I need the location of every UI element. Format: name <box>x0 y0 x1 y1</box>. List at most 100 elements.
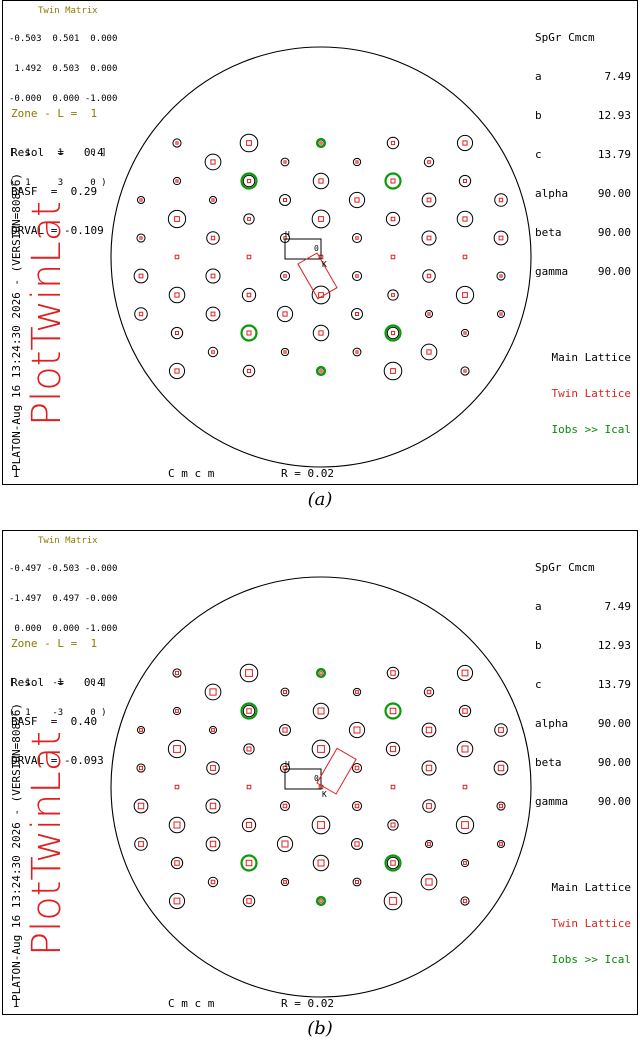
cell-a-label: a <box>535 600 542 613</box>
main-lattice-reflection <box>311 209 331 229</box>
main-lattice-reflection <box>458 174 472 188</box>
program-title-wrap: PlotTwinLat <box>24 731 70 956</box>
main-lattice-reflection <box>276 305 294 323</box>
twin-lattice-reflection <box>354 765 360 771</box>
side-title: PLATON-Aug 16 13:24:30 2026 - (VERSION=8… <box>10 703 23 1001</box>
twin-lattice-reflection <box>246 140 252 146</box>
twin-lattice-reflection <box>174 254 180 260</box>
twin-matrix-row: -0.497 -0.503 -0.000 <box>9 564 118 574</box>
spgr-label: SpGr Cmcm <box>535 561 595 574</box>
twin-matrix-row: -0.503 0.501 0.000 <box>9 34 118 44</box>
twin-axis-direction: [ 1 -1 0 ] <box>9 678 107 688</box>
twin-lattice-reflection <box>390 216 396 222</box>
twin-lattice-reflection <box>427 160 431 164</box>
twin-lattice-reflection <box>390 670 396 676</box>
twin-lattice-reflection <box>499 274 503 278</box>
twin-lattice-reflection <box>353 726 361 734</box>
legend-main-lattice: Main Lattice <box>551 351 631 364</box>
main-lattice-reflection <box>460 328 470 338</box>
main-lattice-reflection <box>239 663 259 683</box>
main-lattice-reflection <box>385 211 401 227</box>
main-lattice-reflection <box>208 725 218 735</box>
twin-lattice-reflection <box>355 274 359 278</box>
twin-lattice-reflection <box>462 216 468 222</box>
version-line: PLATON-Aug 16 13:24:30 2026 - (VERSION=8… <box>10 172 23 471</box>
legend-twin-lattice: Twin Lattice <box>551 917 631 930</box>
twin-lattice-reflection <box>173 897 181 905</box>
twin-lattice-reflection <box>210 765 216 771</box>
twin-matrix-title: Twin Matrix <box>38 6 98 16</box>
twin-lattice-reflection <box>246 254 252 260</box>
twin-lattice-reflection <box>426 197 432 203</box>
main-lattice-reflection <box>496 271 506 281</box>
basf-label: BASF = 0.40 <box>11 715 98 728</box>
twin-lattice-reflection <box>210 273 216 279</box>
twin-lattice-reflection <box>138 273 144 279</box>
main-lattice-reflection <box>458 704 472 718</box>
cell-gamma-label: gamma <box>535 265 569 278</box>
space-group-label: C m c m <box>168 997 215 1010</box>
main-lattice-reflection <box>420 343 438 361</box>
main-lattice-reflection <box>456 134 474 152</box>
main-lattice-reflection <box>311 815 331 835</box>
main-lattice-reflection <box>455 285 475 305</box>
main-lattice-reflection <box>386 136 400 150</box>
twin-lattice-reflection <box>319 899 323 903</box>
twin-lattice-reflection <box>427 312 431 316</box>
main-lattice-reflection <box>386 856 400 870</box>
twin-lattice-reflection <box>282 765 288 771</box>
twin-lattice-reflection <box>175 141 179 145</box>
resol-label: Resol = 0.4 <box>11 676 104 689</box>
twin-lattice-reflection <box>426 349 432 355</box>
twin-lattice-reflection <box>390 822 396 828</box>
cell-label-k: K <box>322 260 327 269</box>
cell-a-value: 7.49 <box>604 600 632 613</box>
main-lattice-reflection <box>422 799 436 813</box>
twin-lattice-reflection <box>355 880 359 884</box>
twin-unit-cell <box>297 252 338 300</box>
main-lattice-reflection <box>422 269 436 283</box>
twin-lattice-reflection <box>246 368 252 374</box>
zone-params: Zone - L = 1 Resol = 0.4 BASF = 0.40 DRV… <box>11 611 104 793</box>
twin-lattice-reflection <box>174 860 180 866</box>
twin-unit-cell <box>316 747 357 795</box>
cell-gamma-label: gamma <box>535 795 569 808</box>
main-lattice-reflection <box>207 876 219 888</box>
twin-lattice-reflection <box>139 728 143 732</box>
cell-c-label: c <box>535 148 542 161</box>
legend-iobs: Iobs >> Ical <box>551 953 631 966</box>
main-lattice-reflection <box>460 858 470 868</box>
main-lattice-reflection <box>241 287 257 303</box>
cell-b-label: b <box>535 109 542 122</box>
twin-lattice-reflection <box>318 216 324 222</box>
twin-lattice-reflection <box>498 197 504 203</box>
twin-lattice-reflection <box>175 179 179 183</box>
zone-params: Zone - L = 1 Resol = 0.4 BASF = 0.29 DRV… <box>11 81 104 263</box>
main-lattice-reflection <box>496 309 506 319</box>
resol-label: Resol = 0.4 <box>11 146 104 159</box>
twin-lattice-reflection <box>139 198 143 202</box>
main-lattice-reflection <box>352 157 362 167</box>
cell-parameters: SpGr Cmcm a 7.49 b 12.93 c 13.79 alpha 90.00… <box>535 5 631 304</box>
twin-lattice-reflection <box>210 311 216 317</box>
main-lattice-reflection <box>170 326 184 340</box>
iobs-greater-than-ical-marker <box>315 667 327 679</box>
cell-alpha-label: alpha <box>535 717 569 730</box>
main-lattice-reflection <box>348 721 366 739</box>
twin-lattice-reflection <box>245 669 253 677</box>
main-lattice-reflection <box>421 230 437 246</box>
twin-axis-direction: [ 1 1 0 ] <box>9 148 107 158</box>
twin-lattice-reflection <box>462 254 468 260</box>
twin-lattice-reflection <box>355 350 359 354</box>
zone-label: Zone - L = 1 <box>11 637 98 650</box>
cell-b-label: b <box>535 639 542 652</box>
twin-lattice-reflection <box>463 861 467 865</box>
twin-lattice-reflection <box>211 198 215 202</box>
main-lattice-reflection <box>241 817 257 833</box>
twin-lattice-reflection <box>209 802 217 810</box>
twin-lattice-reflection <box>318 178 324 184</box>
twin-matrix-row: 0.000 0.000 -1.000 <box>9 624 118 634</box>
twin-lattice-reflection <box>283 198 287 202</box>
r-factor-label: R = 0.02 <box>281 467 334 480</box>
main-lattice-reflection <box>351 800 363 812</box>
